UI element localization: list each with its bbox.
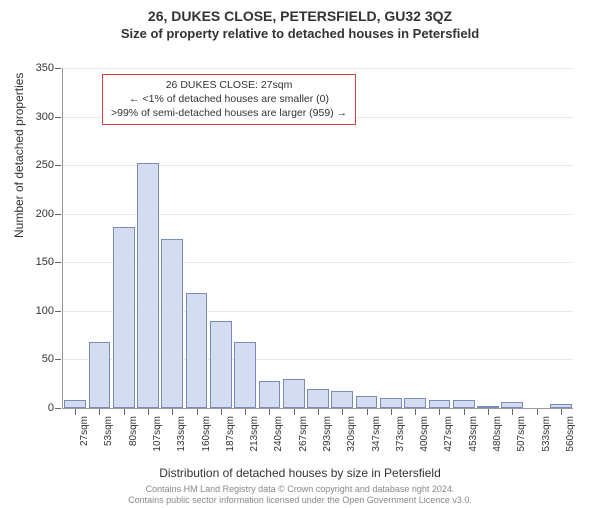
histogram-bar bbox=[210, 321, 232, 408]
x-tick bbox=[269, 409, 270, 415]
x-tick-label: 133sqm bbox=[176, 416, 187, 452]
x-tick-label: 80sqm bbox=[128, 416, 139, 446]
x-tick-label: 107sqm bbox=[152, 416, 163, 452]
y-tick-label: 200 bbox=[24, 208, 54, 220]
x-tick bbox=[439, 409, 440, 415]
y-tick bbox=[55, 359, 61, 360]
histogram-bar bbox=[259, 381, 281, 408]
chart-title-main: 26, DUKES CLOSE, PETERSFIELD, GU32 3QZ bbox=[0, 8, 600, 24]
x-tick bbox=[124, 409, 125, 415]
x-tick bbox=[148, 409, 149, 415]
y-tick-label: 300 bbox=[24, 111, 54, 123]
histogram-bar bbox=[550, 404, 572, 408]
x-tick-label: 267sqm bbox=[298, 416, 309, 452]
histogram-bar bbox=[234, 342, 256, 408]
footer-line2: Contains public sector information licen… bbox=[0, 495, 600, 506]
x-tick-label: 480sqm bbox=[492, 416, 503, 452]
x-tick-label: 160sqm bbox=[201, 416, 212, 452]
histogram-bar bbox=[64, 400, 86, 408]
x-tick bbox=[172, 409, 173, 415]
x-tick-label: 453sqm bbox=[468, 416, 479, 452]
y-tick bbox=[55, 165, 61, 166]
footer-line1: Contains HM Land Registry data © Crown c… bbox=[0, 484, 600, 495]
x-tick bbox=[221, 409, 222, 415]
x-tick-label: 373sqm bbox=[395, 416, 406, 452]
y-tick bbox=[55, 311, 61, 312]
histogram-bar bbox=[404, 398, 426, 408]
histogram-bar bbox=[380, 398, 402, 408]
histogram-bar bbox=[501, 402, 523, 408]
annotation-box: 26 DUKES CLOSE: 27sqm ← <1% of detached … bbox=[102, 74, 356, 125]
y-tick bbox=[55, 68, 61, 69]
y-tick bbox=[55, 408, 61, 409]
x-tick-label: 507sqm bbox=[516, 416, 527, 452]
y-tick-label: 50 bbox=[24, 353, 54, 365]
y-tick-label: 0 bbox=[24, 402, 54, 414]
x-tick bbox=[561, 409, 562, 415]
x-tick bbox=[197, 409, 198, 415]
x-tick-label: 53sqm bbox=[103, 416, 114, 446]
y-tick-label: 350 bbox=[24, 62, 54, 74]
x-tick-label: 240sqm bbox=[273, 416, 284, 452]
x-tick-label: 427sqm bbox=[443, 416, 454, 452]
histogram-bar bbox=[186, 293, 208, 408]
x-tick bbox=[245, 409, 246, 415]
x-tick bbox=[367, 409, 368, 415]
histogram-bar bbox=[356, 396, 378, 408]
histogram-bar bbox=[331, 391, 353, 408]
histogram-bar bbox=[89, 342, 111, 408]
x-tick-label: 320sqm bbox=[346, 416, 357, 452]
y-tick-label: 250 bbox=[24, 159, 54, 171]
x-tick bbox=[318, 409, 319, 415]
x-tick bbox=[415, 409, 416, 415]
x-tick-label: 533sqm bbox=[541, 416, 552, 452]
x-tick bbox=[537, 409, 538, 415]
x-tick bbox=[99, 409, 100, 415]
histogram-bar bbox=[283, 379, 305, 408]
x-tick-label: 347sqm bbox=[371, 416, 382, 452]
y-tick bbox=[55, 117, 61, 118]
x-tick-label: 400sqm bbox=[419, 416, 430, 452]
histogram-bar bbox=[161, 239, 183, 408]
x-tick bbox=[464, 409, 465, 415]
histogram-bar bbox=[429, 400, 451, 408]
x-tick-label: 293sqm bbox=[322, 416, 333, 452]
histogram-bar bbox=[137, 163, 159, 408]
x-tick bbox=[488, 409, 489, 415]
x-tick-label: 27sqm bbox=[79, 416, 90, 446]
x-tick-label: 213sqm bbox=[249, 416, 260, 452]
x-tick bbox=[512, 409, 513, 415]
footer-attribution: Contains HM Land Registry data © Crown c… bbox=[0, 484, 600, 506]
x-tick-label: 560sqm bbox=[565, 416, 576, 452]
y-tick-label: 100 bbox=[24, 305, 54, 317]
chart-plot-area: 27sqm53sqm80sqm107sqm133sqm160sqm187sqm2… bbox=[62, 68, 572, 408]
x-tick bbox=[294, 409, 295, 415]
chart-title-sub: Size of property relative to detached ho… bbox=[0, 26, 600, 41]
histogram-bar bbox=[113, 227, 135, 408]
histogram-bar bbox=[477, 406, 499, 408]
x-axis-title: Distribution of detached houses by size … bbox=[0, 466, 600, 480]
x-tick bbox=[391, 409, 392, 415]
histogram-bar bbox=[307, 389, 329, 408]
y-tick bbox=[55, 214, 61, 215]
annotation-line3: >99% of semi-detached houses are larger … bbox=[111, 106, 347, 120]
y-tick bbox=[55, 262, 61, 263]
x-tick bbox=[342, 409, 343, 415]
histogram-bar bbox=[453, 400, 475, 408]
grid-line bbox=[63, 68, 573, 69]
annotation-line2: ← <1% of detached houses are smaller (0) bbox=[111, 92, 347, 106]
annotation-line1: 26 DUKES CLOSE: 27sqm bbox=[111, 78, 347, 92]
x-tick bbox=[75, 409, 76, 415]
x-tick-label: 187sqm bbox=[225, 416, 236, 452]
y-tick-label: 150 bbox=[24, 256, 54, 268]
